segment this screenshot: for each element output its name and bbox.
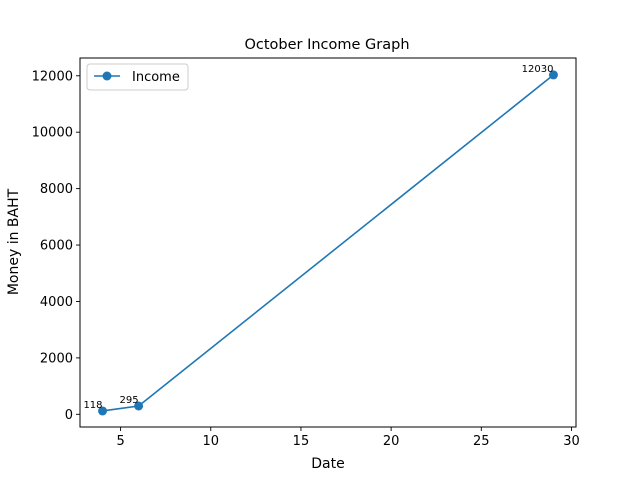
data-label: 118 xyxy=(83,400,102,411)
data-label: 295 xyxy=(120,395,139,406)
y-tick-label: 6000 xyxy=(40,239,73,254)
x-tick-label: 5 xyxy=(116,434,124,449)
y-tick-label: 0 xyxy=(65,408,73,423)
data-point xyxy=(134,401,144,411)
chart-title: October Income Graph xyxy=(244,37,409,53)
legend: Income xyxy=(86,63,189,91)
legend-box xyxy=(86,63,189,91)
axes-frame xyxy=(79,57,577,428)
series-layer: 118 295 12030 xyxy=(83,64,558,416)
y-tick-label: 12000 xyxy=(32,69,73,84)
legend-entry-income: Income xyxy=(132,70,180,85)
plot-area: 5 10 15 20 25 30 020004000600080001000012000 … xyxy=(32,57,580,449)
y-tick-label: 4000 xyxy=(40,295,73,310)
legend-marker-swatch xyxy=(102,71,112,81)
x-tick-label: 25 xyxy=(473,434,490,449)
y-tick-label: 2000 xyxy=(40,351,73,366)
y-axis-label: Money in BAHT xyxy=(6,188,22,295)
data-point xyxy=(548,70,558,80)
x-tick-label: 20 xyxy=(383,434,400,449)
data-label: 12030 xyxy=(522,64,554,75)
series-line-income xyxy=(102,74,554,412)
x-tick-label: 15 xyxy=(293,434,310,449)
y-axis-ticks: 0 2000 4000 6000 8000 10000 12000 xyxy=(32,69,80,423)
x-tick-label: 30 xyxy=(563,434,580,449)
x-axis-label: Date xyxy=(311,456,344,472)
y-tick-label: 8000 xyxy=(40,182,73,197)
y-tick-label: 10000 xyxy=(32,126,73,141)
data-point xyxy=(98,406,108,416)
x-tick-label: 10 xyxy=(202,434,219,449)
x-axis-ticks: 5 10 15 20 25 30 xyxy=(116,427,580,449)
